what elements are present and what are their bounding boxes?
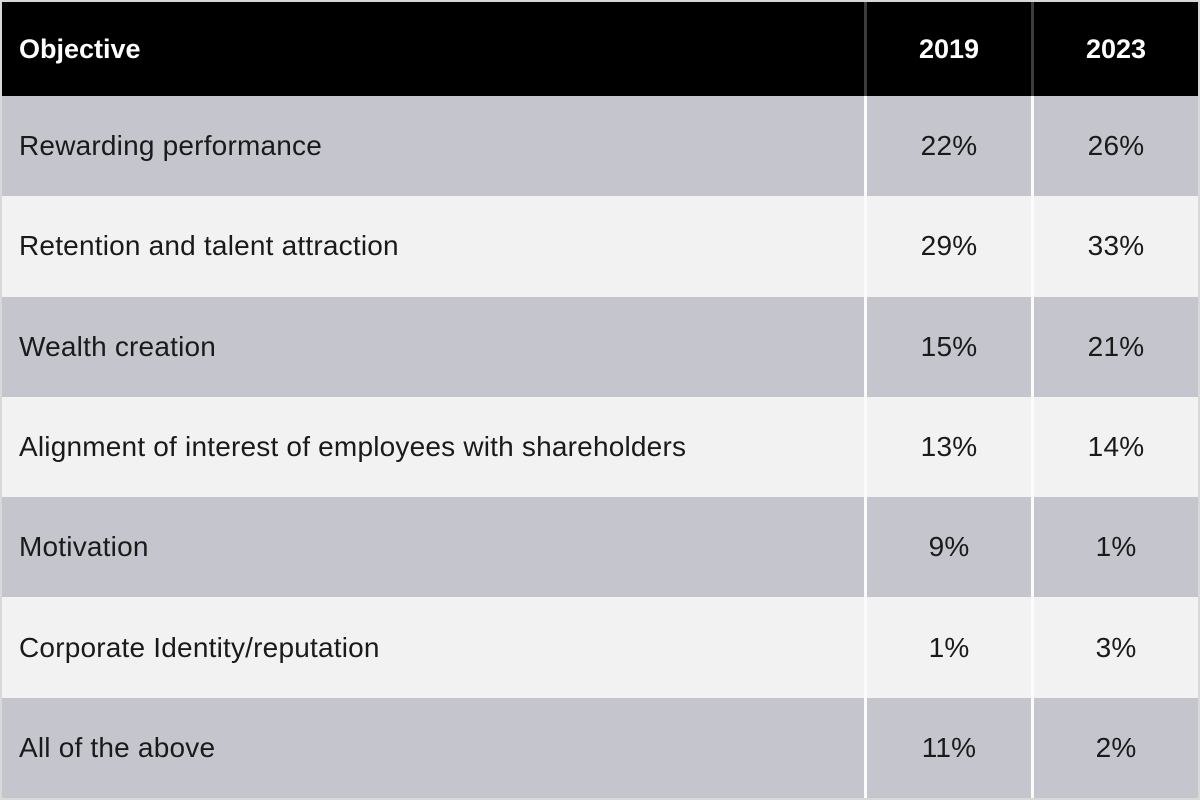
objective-cell: Wealth creation [2,296,864,397]
objective-cell: Alignment of interest of employees with … [2,396,864,498]
value-2019-cell: 22% [864,96,1031,197]
header-row: Objective 2019 2023 [2,2,1198,96]
table-row: Rewarding performance 22% 26% [2,96,1198,197]
column-header-2019: 2019 [864,2,1031,96]
value-2019-cell: 29% [864,196,1031,297]
objective-cell: Rewarding performance [2,96,864,197]
objective-cell: Corporate Identity/reputation [2,597,864,698]
table-row: All of the above 11% 2% [2,697,1198,798]
objective-cell: Motivation [2,497,864,598]
value-2019-cell: 11% [864,697,1031,798]
table-row: Alignment of interest of employees with … [2,396,1198,498]
table-row: Corporate Identity/reputation 1% 3% [2,597,1198,698]
value-2023-cell: 3% [1031,597,1198,698]
value-2023-cell: 14% [1031,396,1198,498]
value-2019-cell: 1% [864,597,1031,698]
value-2019-cell: 15% [864,296,1031,397]
table-row: Motivation 9% 1% [2,497,1198,598]
objective-cell: All of the above [2,697,864,798]
value-2023-cell: 21% [1031,296,1198,397]
table-row: Retention and talent attraction 29% 33% [2,196,1198,297]
value-2023-cell: 2% [1031,697,1198,798]
value-2023-cell: 1% [1031,497,1198,598]
table-row: Wealth creation 15% 21% [2,296,1198,397]
value-2019-cell: 9% [864,497,1031,598]
objective-cell: Retention and talent attraction [2,196,864,297]
column-header-2023: 2023 [1031,2,1198,96]
value-2023-cell: 26% [1031,96,1198,197]
column-header-objective: Objective [2,2,864,96]
value-2019-cell: 13% [864,396,1031,498]
value-2023-cell: 33% [1031,196,1198,297]
